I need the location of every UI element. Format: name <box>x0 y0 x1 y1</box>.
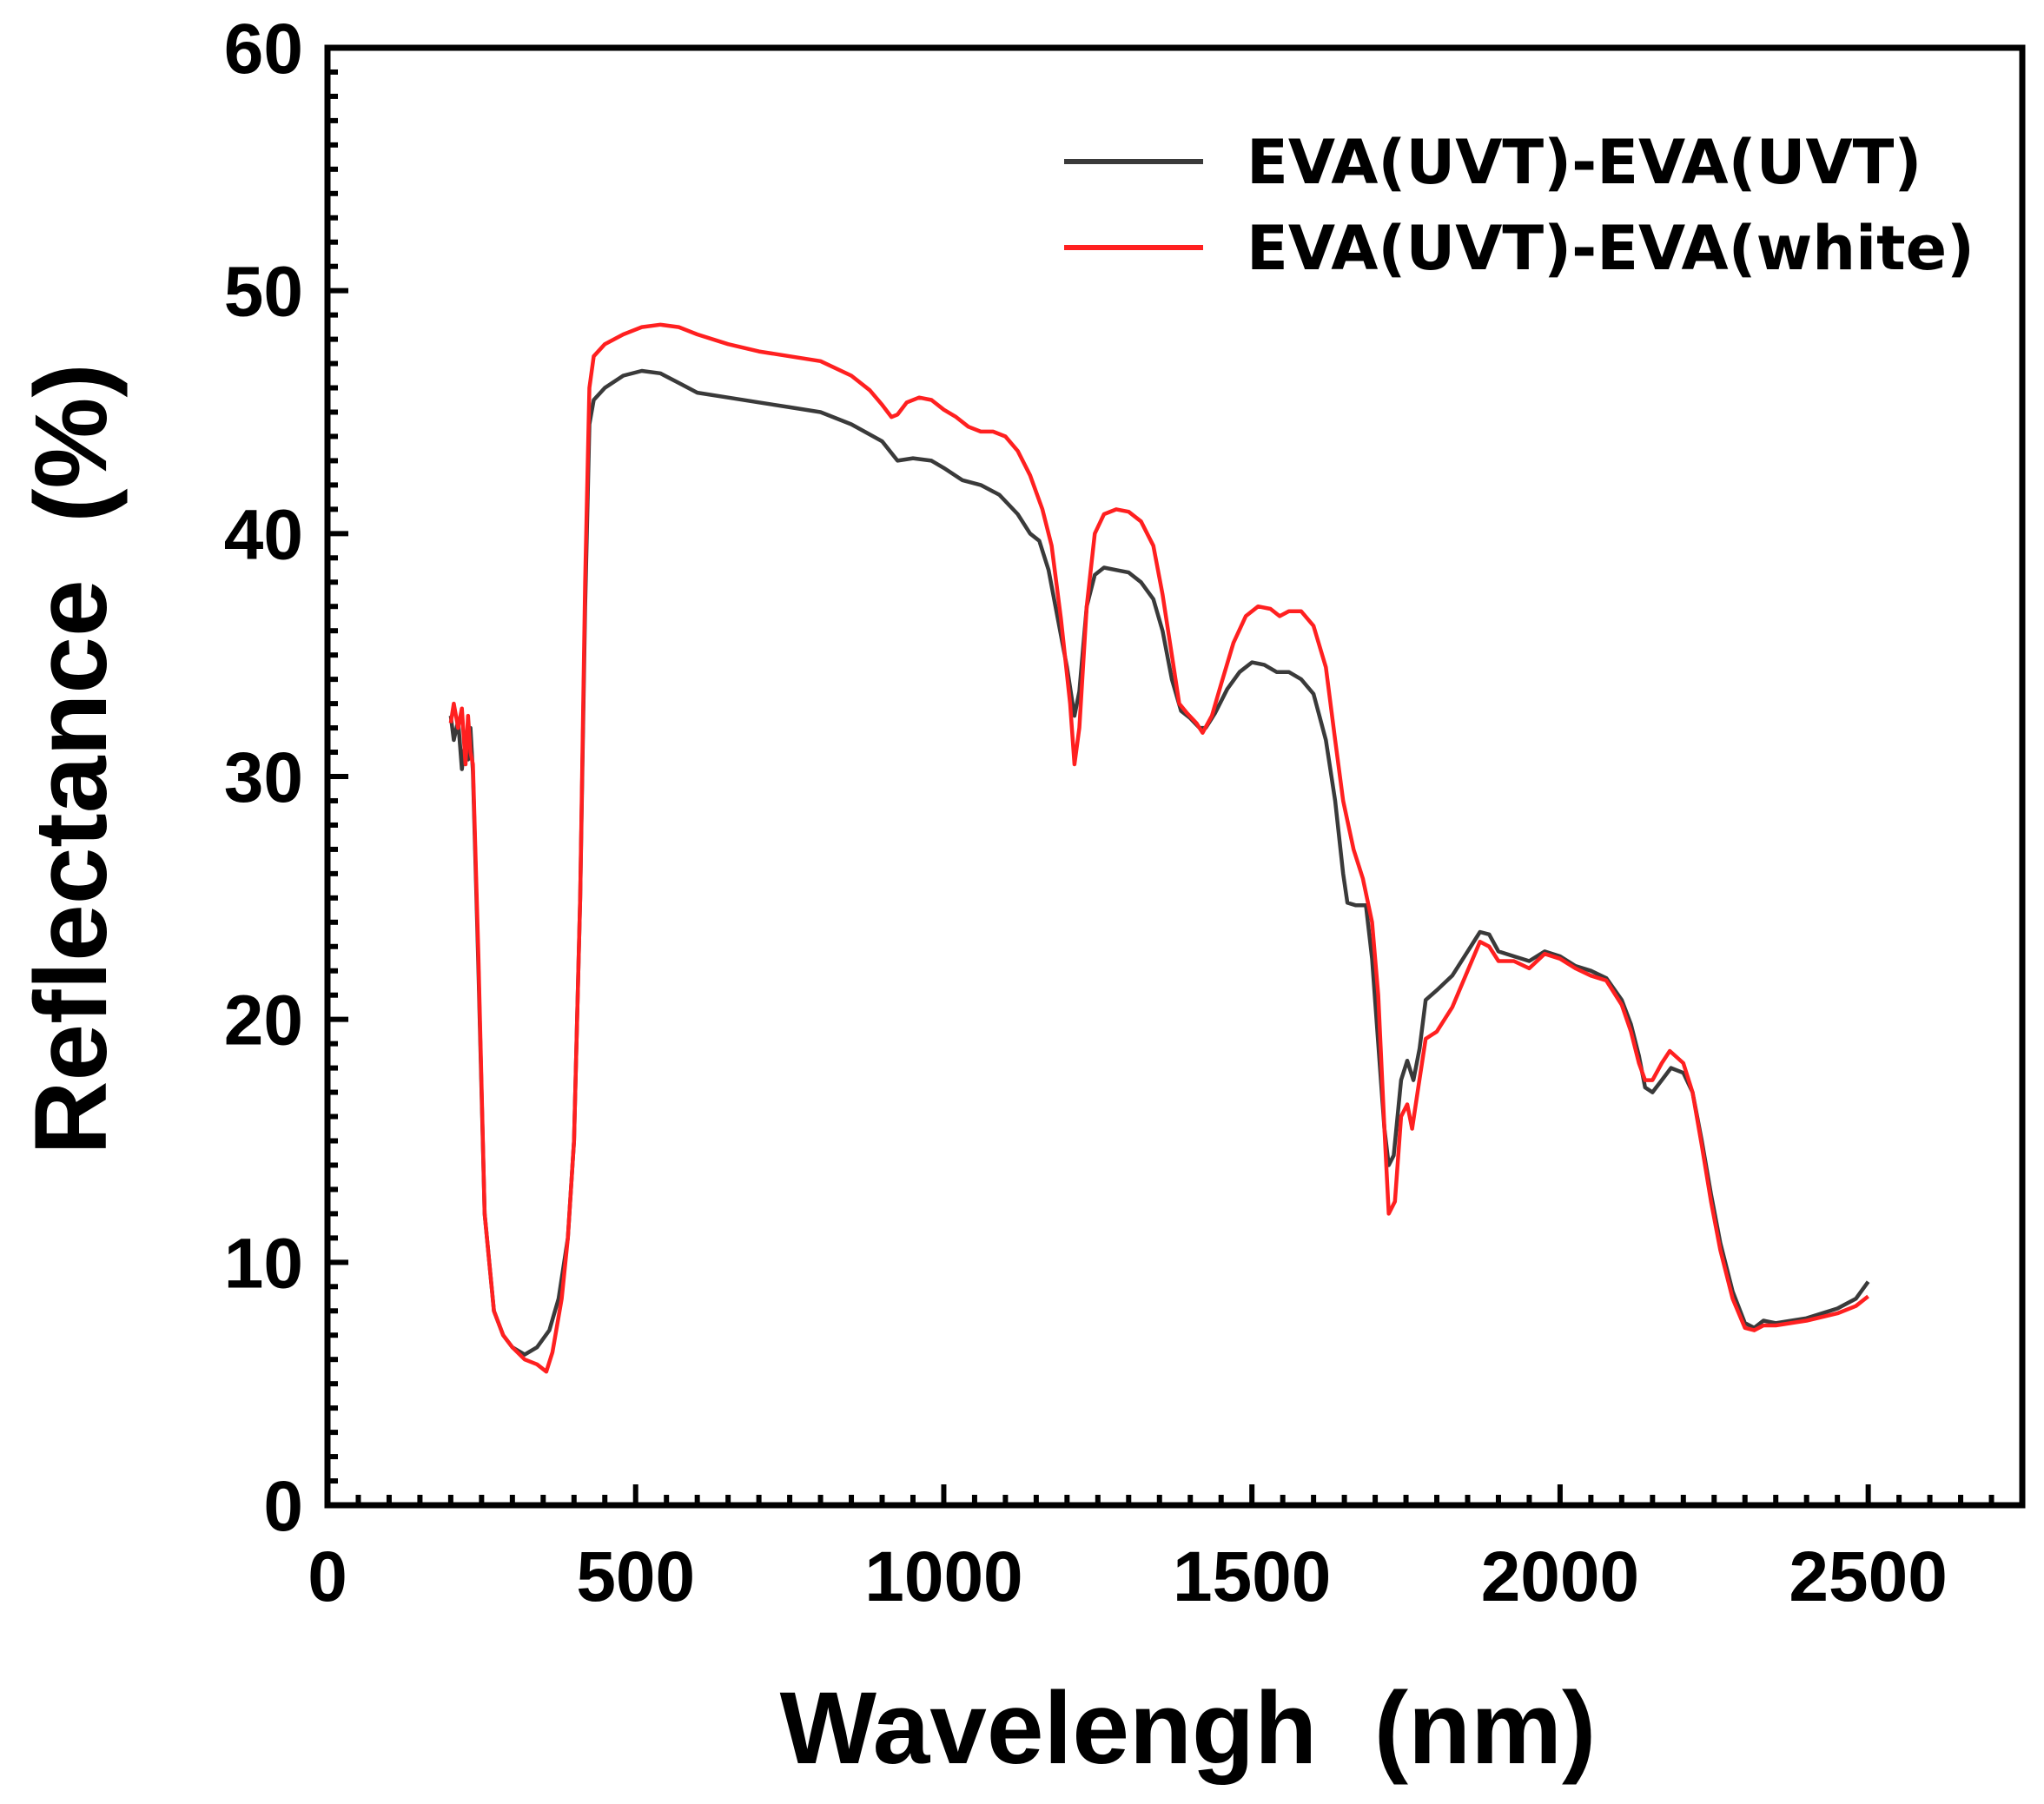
y-tick-label: 30 <box>224 738 303 817</box>
y-axis-title: Reflectance (%) <box>14 363 129 1155</box>
y-tick-label: 40 <box>224 495 303 574</box>
x-tick-label: 500 <box>576 1537 695 1616</box>
legend-label-series-1: EVA(UVT)-EVA(UVT) <box>1247 127 1922 198</box>
y-tick-label: 20 <box>224 981 303 1061</box>
x-tick-labels: 0 500 1000 1500 2000 2500 <box>308 1537 1948 1616</box>
y-tick-label: 50 <box>224 253 303 332</box>
legend: EVA(UVT)-EVA(UVT) EVA(UVT)-EVA(white) <box>1064 127 1975 284</box>
series-lines <box>448 322 1870 1374</box>
x-axis-title: Wavelengh (nm) <box>780 1671 1597 1786</box>
legend-label-series-2: EVA(UVT)-EVA(white) <box>1247 213 1975 284</box>
y-tick-label: 0 <box>263 1467 303 1546</box>
plot-frame <box>324 44 2026 1509</box>
series-line-1 <box>448 368 1870 1357</box>
x-tick-label: 0 <box>308 1537 347 1616</box>
y-tick-label: 10 <box>224 1224 303 1303</box>
y-tick-labels: 0 10 20 30 40 50 60 <box>224 10 303 1546</box>
x-tick-label: 2500 <box>1789 1537 1947 1616</box>
x-tick-label: 1500 <box>1173 1537 1331 1616</box>
series-line-2 <box>448 322 1869 1374</box>
y-tick-label: 60 <box>224 10 303 89</box>
x-tick-label: 2000 <box>1481 1537 1639 1616</box>
x-tick-label: 1000 <box>864 1537 1022 1616</box>
